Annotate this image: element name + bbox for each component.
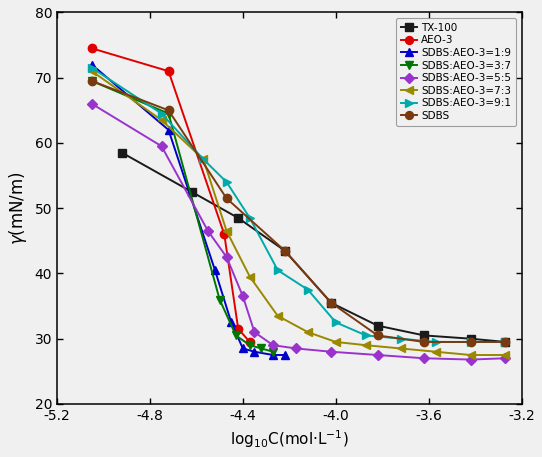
SDBS — [467, 339, 474, 345]
TX-100 — [189, 189, 195, 195]
TX-100 — [502, 339, 509, 345]
SDBS:AEO-3=9:1 — [247, 215, 253, 221]
SDBS:AEO-3=5:5 — [223, 255, 230, 260]
TX-100 — [281, 248, 288, 253]
Line: SDBS:AEO-3=1:9: SDBS:AEO-3=1:9 — [88, 60, 289, 359]
SDBS:AEO-3=9:1 — [305, 287, 311, 292]
SDBS:AEO-3=5:5 — [293, 346, 300, 351]
SDBS:AEO-3=1:9 — [281, 352, 288, 358]
SDBS:AEO-3=7:3 — [333, 339, 339, 345]
SDBS:AEO-3=9:1 — [158, 111, 165, 117]
SDBS:AEO-3=5:5 — [158, 143, 165, 149]
SDBS:AEO-3=5:5 — [88, 101, 95, 106]
SDBS — [502, 339, 509, 345]
Line: SDBS: SDBS — [88, 77, 509, 346]
SDBS:AEO-3=7:3 — [88, 69, 95, 74]
SDBS:AEO-3=7:3 — [158, 117, 165, 123]
SDBS:AEO-3=3:7 — [233, 333, 239, 338]
Line: SDBS:AEO-3=3:7: SDBS:AEO-3=3:7 — [88, 77, 278, 356]
AEO-3 — [165, 69, 172, 74]
SDBS:AEO-3=3:7 — [165, 111, 172, 117]
SDBS:AEO-3=5:5 — [421, 356, 427, 361]
SDBS:AEO-3=1:9 — [251, 349, 258, 355]
SDBS:AEO-3=9:1 — [333, 319, 339, 325]
SDBS — [421, 339, 427, 345]
SDBS:AEO-3=5:5 — [270, 342, 276, 348]
SDBS:AEO-3=1:9 — [228, 319, 235, 325]
SDBS:AEO-3=3:7 — [216, 297, 223, 302]
SDBS:AEO-3=9:1 — [223, 179, 230, 185]
SDBS:AEO-3=5:5 — [467, 357, 474, 362]
SDBS:AEO-3=1:9 — [88, 62, 95, 67]
SDBS:AEO-3=9:1 — [88, 65, 95, 71]
TX-100 — [375, 323, 381, 329]
Line: SDBS:AEO-3=7:3: SDBS:AEO-3=7:3 — [88, 67, 509, 359]
X-axis label: log$_\mathregular{10}$C(mol·L$^{-1}$): log$_\mathregular{10}$C(mol·L$^{-1}$) — [230, 428, 349, 450]
SDBS:AEO-3=1:9 — [165, 127, 172, 133]
AEO-3 — [235, 326, 242, 332]
SDBS:AEO-3=1:9 — [270, 352, 276, 358]
SDBS:AEO-3=3:7 — [247, 342, 253, 348]
SDBS:AEO-3=5:5 — [240, 293, 246, 299]
SDBS — [281, 248, 288, 253]
AEO-3 — [221, 232, 228, 237]
SDBS:AEO-3=5:5 — [375, 352, 381, 358]
SDBS:AEO-3=7:3 — [502, 352, 509, 358]
SDBS:AEO-3=7:3 — [305, 329, 311, 335]
SDBS — [328, 300, 334, 306]
SDBS:AEO-3=1:9 — [240, 346, 246, 351]
AEO-3 — [88, 46, 95, 51]
SDBS — [165, 107, 172, 113]
SDBS — [375, 333, 381, 338]
SDBS:AEO-3=7:3 — [200, 156, 207, 162]
Line: SDBS:AEO-3=9:1: SDBS:AEO-3=9:1 — [88, 64, 509, 346]
Y-axis label: $\gamma$(mN/m): $\gamma$(mN/m) — [7, 171, 29, 245]
SDBS:AEO-3=3:7 — [88, 78, 95, 84]
AEO-3 — [247, 339, 253, 345]
TX-100 — [421, 333, 427, 338]
SDBS:AEO-3=5:5 — [251, 329, 258, 335]
SDBS:AEO-3=9:1 — [502, 339, 509, 345]
TX-100 — [119, 150, 125, 155]
SDBS:AEO-3=7:3 — [467, 352, 474, 358]
SDBS:AEO-3=7:3 — [247, 274, 253, 279]
Line: AEO-3: AEO-3 — [88, 44, 254, 346]
SDBS:AEO-3=7:3 — [363, 342, 369, 348]
SDBS:AEO-3=7:3 — [398, 346, 404, 351]
SDBS:AEO-3=7:3 — [223, 228, 230, 234]
SDBS:AEO-3=1:9 — [212, 267, 218, 273]
Line: TX-100: TX-100 — [118, 149, 509, 346]
SDBS:AEO-3=5:5 — [502, 356, 509, 361]
SDBS:AEO-3=9:1 — [200, 156, 207, 162]
TX-100 — [328, 300, 334, 306]
SDBS:AEO-3=5:5 — [205, 228, 211, 234]
SDBS — [88, 78, 95, 84]
SDBS:AEO-3=9:1 — [398, 336, 404, 341]
SDBS:AEO-3=3:7 — [270, 349, 276, 355]
SDBS — [223, 196, 230, 201]
SDBS:AEO-3=9:1 — [363, 333, 369, 338]
TX-100 — [235, 215, 242, 221]
SDBS:AEO-3=9:1 — [467, 339, 474, 345]
Line: SDBS:AEO-3=5:5: SDBS:AEO-3=5:5 — [88, 101, 509, 363]
SDBS:AEO-3=3:7 — [258, 346, 264, 351]
SDBS:AEO-3=9:1 — [433, 339, 439, 345]
SDBS:AEO-3=5:5 — [328, 349, 334, 355]
TX-100 — [467, 336, 474, 341]
SDBS:AEO-3=9:1 — [274, 267, 281, 273]
Legend: TX-100, AEO-3, SDBS:AEO-3=1:9, SDBS:AEO-3=3:7, SDBS:AEO-3=5:5, SDBS:AEO-3=7:3, S: TX-100, AEO-3, SDBS:AEO-3=1:9, SDBS:AEO-… — [396, 18, 517, 126]
SDBS:AEO-3=7:3 — [274, 313, 281, 319]
SDBS:AEO-3=7:3 — [433, 349, 439, 355]
